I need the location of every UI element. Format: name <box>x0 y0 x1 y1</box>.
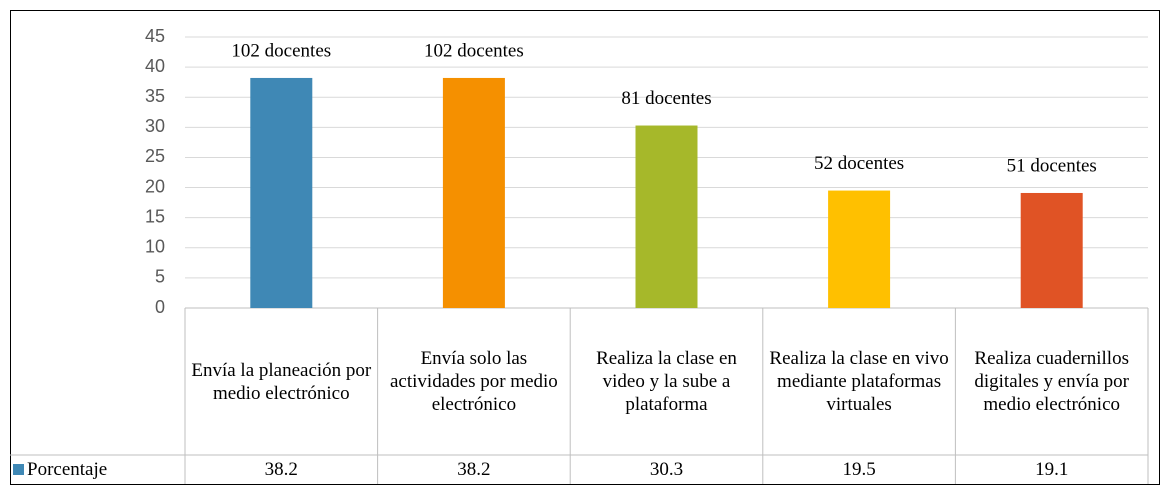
legend-entry: Porcentaje <box>10 455 185 484</box>
table-value: 19.1 <box>955 455 1148 484</box>
data-annotation: 102 docentes <box>231 40 331 61</box>
category-label-box: Realiza cuadernillos digitales y envía p… <box>955 308 1148 455</box>
legend-entry-box: Porcentaje <box>10 455 185 484</box>
category-label: Envía la planeación por medio electrónic… <box>185 308 378 455</box>
y-tick-label: 30 <box>145 116 165 136</box>
bar <box>828 190 891 308</box>
chart-border <box>10 10 1160 485</box>
category-label-text: Envía la planeación por medio electrónic… <box>191 359 372 404</box>
table-value: 38.2 <box>378 455 571 484</box>
category-label: Realiza la clase en video y la sube a pl… <box>570 308 763 455</box>
table-value-box: 19.5 <box>763 455 956 484</box>
table-value: 19.5 <box>763 455 956 484</box>
table-value-box: 38.2 <box>185 455 378 484</box>
table-value-box: 19.1 <box>955 455 1148 484</box>
table-value: 30.3 <box>570 455 763 484</box>
y-tick-label: 15 <box>145 206 165 226</box>
data-annotation: 81 docentes <box>621 88 711 109</box>
bar <box>250 77 313 308</box>
y-tick-label: 35 <box>145 86 165 106</box>
y-tick-label: 5 <box>155 267 165 287</box>
category-label-box: Envía la planeación por medio electrónic… <box>185 308 378 455</box>
bar <box>442 77 505 308</box>
y-tick-label: 0 <box>155 297 165 317</box>
category-label: Realiza la clase en vivo mediante plataf… <box>763 308 956 455</box>
category-label-box: Realiza la clase en vivo mediante plataf… <box>763 308 956 455</box>
category-label-text: Realiza cuadernillos digitales y envía p… <box>974 348 1129 415</box>
y-tick-label: 10 <box>145 237 165 257</box>
table-value-text: 38.2 <box>264 459 298 480</box>
table-value-box: 38.2 <box>378 455 571 484</box>
table-value-text: 30.3 <box>649 459 684 480</box>
bar <box>1020 192 1083 308</box>
table-value-box: 30.3 <box>570 455 763 484</box>
data-annotation: 51 docentes <box>1007 155 1097 176</box>
category-label-box: Realiza la clase en video y la sube a pl… <box>570 308 763 455</box>
y-tick-label: 40 <box>145 56 165 76</box>
y-tick-label: 20 <box>145 176 165 196</box>
table-value-text: 19.1 <box>1035 459 1069 480</box>
bar <box>635 125 698 308</box>
category-label-box: Envía solo las actividades por medio ele… <box>378 308 571 455</box>
category-label: Envía solo las actividades por medio ele… <box>378 308 571 455</box>
table-value-text: 38.2 <box>457 459 491 480</box>
data-annotation: 102 docentes <box>424 40 524 61</box>
legend-entry-text: Porcentaje <box>27 459 108 480</box>
category-label: Realiza cuadernillos digitales y envía p… <box>955 308 1148 455</box>
category-label-text: Envía solo las actividades por medio ele… <box>390 348 558 415</box>
category-label-text: Realiza la clase en vivo mediante plataf… <box>769 348 949 415</box>
y-tick-label: 25 <box>145 146 165 166</box>
data-annotation: 52 docentes <box>814 153 904 174</box>
table-value: 38.2 <box>185 455 378 484</box>
category-label-text: Realiza la clase en video y la sube a pl… <box>596 348 737 415</box>
table-value-text: 19.5 <box>842 459 876 480</box>
legend-swatch <box>13 464 24 475</box>
y-tick-label: 45 <box>145 26 165 46</box>
